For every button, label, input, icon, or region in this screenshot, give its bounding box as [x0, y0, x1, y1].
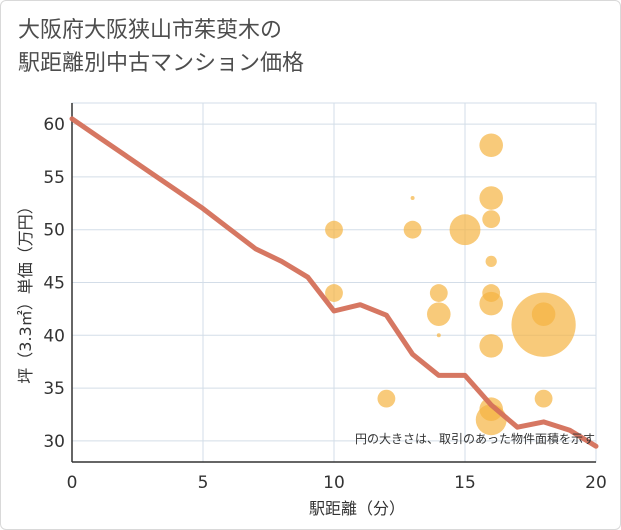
bubble-point [449, 214, 481, 246]
y-tick-label: 40 [43, 326, 65, 346]
bubble-point [410, 196, 415, 201]
y-tick-label: 50 [43, 221, 65, 241]
x-tick-label: 20 [585, 473, 607, 493]
bubble-point [325, 220, 343, 239]
bubble-point [479, 334, 503, 358]
x-tick-label: 5 [198, 473, 209, 493]
bubble-point [403, 220, 422, 239]
bubble-point [325, 284, 343, 302]
bubble-point [482, 210, 501, 229]
bubble-point [485, 255, 497, 268]
bubble-point [429, 284, 448, 302]
bubble-point [479, 291, 503, 316]
x-tick-label: 15 [454, 473, 476, 493]
line-layer [69, 116, 599, 449]
x-tick-label: 0 [67, 473, 78, 493]
y-tick-label: 30 [43, 432, 65, 452]
y-tick-label: 35 [43, 379, 65, 399]
tick-layer: 0 5 10 15 20 30 35 40 45 50 55 60 [43, 115, 606, 493]
y-tick-label: 45 [43, 274, 65, 294]
bubble-point [377, 389, 396, 408]
grid-layer [71, 102, 597, 463]
x-tick-label: 10 [323, 473, 345, 493]
bubble-point [436, 333, 441, 338]
bubble-size-note: 円の大きさは、取引のあった物件面積を示す [355, 431, 595, 446]
x-axis-label: 駅距離（分） [309, 499, 405, 518]
bubble-layer [325, 133, 576, 436]
bubble-point [479, 186, 503, 210]
bubble-point [427, 302, 451, 326]
bubble-point [511, 292, 576, 357]
chart-title: 大阪府大阪狭山市茱萸木の 駅距離別中古マンション価格 [18, 18, 305, 76]
y-tick-label: 55 [43, 168, 65, 188]
bubble-point [479, 133, 503, 158]
y-axis-label: 坪（3.3㎡）単価（万円） [16, 198, 35, 383]
y-tick-label: 60 [43, 115, 65, 135]
bubble-point [475, 404, 507, 436]
bubble-point [534, 389, 553, 408]
average-price-line [69, 116, 599, 449]
